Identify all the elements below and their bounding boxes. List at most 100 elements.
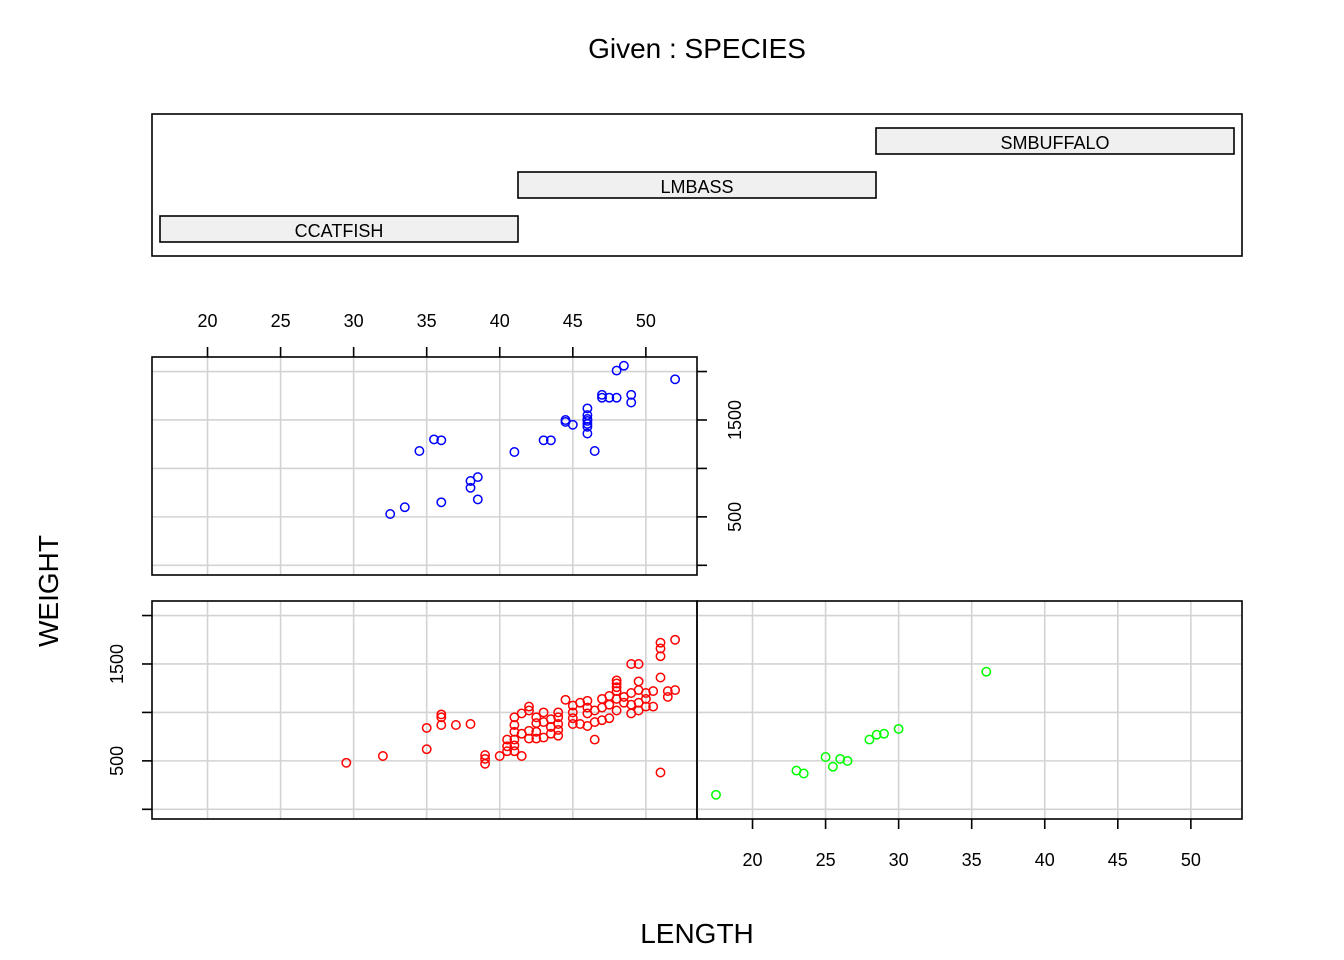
data-point-ccatfish: [553, 707, 564, 718]
data-point-ccatfish: [502, 734, 513, 745]
data-point-lmbass: [465, 482, 476, 493]
data-point-smbuffalo: [711, 789, 721, 800]
data-point-lmbass: [611, 392, 622, 403]
x-tick-label: 35: [417, 311, 437, 331]
data-point-ccatfish: [436, 709, 447, 720]
y-axis-title: WEIGHT: [33, 535, 64, 647]
panel-lmbass: 20 25 30 35 40 45 50 500 1500: [151, 311, 745, 576]
data-point-lmbass: [567, 419, 578, 430]
data-point-lmbass: [582, 410, 593, 421]
data-point-ccatfish: [465, 719, 476, 729]
x-tick-label: 35: [962, 850, 982, 870]
chart-title: Given : SPECIES: [588, 33, 806, 64]
data-point-lmbass: [465, 476, 476, 486]
data-point-lmbass: [509, 447, 520, 457]
data-point-ccatfish: [633, 676, 644, 687]
data-point-lmbass: [385, 509, 396, 519]
data-point-lmbass: [597, 392, 607, 403]
data-point-lmbass: [626, 389, 637, 400]
data-point-lmbass: [618, 360, 629, 371]
data-point-ccatfish: [450, 720, 461, 730]
panel-frame-lmbass: [151, 356, 698, 576]
data-point-ccatfish: [421, 744, 432, 755]
data-point-lmbass: [545, 435, 556, 446]
data-point-ccatfish: [509, 712, 520, 723]
data-point-smbuffalo: [827, 761, 838, 772]
data-point-ccatfish: [421, 722, 432, 733]
data-point-ccatfish: [662, 686, 673, 697]
data-point-ccatfish: [611, 705, 622, 716]
data-point-ccatfish: [611, 678, 622, 689]
data-point-smbuffalo: [871, 729, 882, 740]
data-point-lmbass: [582, 403, 593, 414]
data-point-ccatfish: [567, 713, 578, 724]
x-tick-label: 20: [743, 850, 763, 870]
data-point-ccatfish: [648, 701, 659, 712]
given-panel-frame: [151, 113, 1243, 257]
data-point-ccatfish: [560, 694, 571, 705]
data-point-lmbass: [436, 435, 447, 446]
data-point-ccatfish: [655, 767, 666, 778]
data-point-ccatfish: [436, 712, 447, 723]
data-point-lmbass: [611, 365, 622, 376]
data-point-smbuffalo: [879, 728, 889, 739]
panel-frame-smbuffalo: [696, 600, 1243, 820]
given-panel: SMBUFFALO LMBASS CCATFISH: [151, 113, 1243, 257]
data-point-ccatfish: [604, 699, 615, 710]
data-point-ccatfish: [589, 734, 600, 745]
data-point-ccatfish: [626, 659, 637, 669]
data-point-ccatfish: [670, 634, 681, 645]
data-point-smbuffalo: [820, 752, 831, 762]
x-tick-label: 45: [1108, 850, 1128, 870]
data-point-ccatfish: [655, 672, 666, 683]
panel-frame-ccatfish: [151, 600, 698, 820]
data-point-ccatfish: [567, 719, 578, 729]
data-point-lmbass: [560, 415, 571, 425]
panel-ccatfish: 500 1500: [107, 600, 698, 820]
data-point-smbuffalo: [981, 666, 992, 677]
data-point-ccatfish: [553, 730, 564, 741]
x-tick-label: 30: [889, 850, 909, 870]
data-point-ccatfish: [480, 753, 491, 764]
x-tick-label: 30: [344, 311, 364, 331]
x-tick-label: 25: [271, 311, 291, 331]
data-point-ccatfish: [480, 750, 491, 761]
data-point-smbuffalo: [842, 755, 853, 766]
data-point-ccatfish: [648, 686, 659, 697]
y-tick-label: 1500: [725, 400, 745, 440]
x-tick-label: 40: [1035, 850, 1055, 870]
data-point-ccatfish: [531, 733, 542, 744]
y-tick-label: 1500: [107, 644, 127, 684]
x-axis-title: LENGTH: [640, 918, 754, 949]
data-point-ccatfish: [582, 721, 593, 731]
data-point-ccatfish: [531, 718, 542, 729]
x-tick-label: 20: [198, 311, 218, 331]
data-point-ccatfish: [524, 701, 534, 712]
data-point-ccatfish: [502, 746, 513, 757]
data-point-ccatfish: [502, 741, 513, 752]
data-point-lmbass: [429, 434, 439, 445]
data-point-ccatfish: [640, 693, 651, 704]
data-point-lmbass: [414, 446, 425, 456]
data-point-ccatfish: [662, 691, 673, 702]
data-point-ccatfish: [604, 713, 615, 724]
data-point-lmbass: [604, 392, 615, 403]
x-tick-label: 40: [490, 311, 510, 331]
data-point-ccatfish: [516, 751, 527, 761]
data-point-ccatfish: [618, 691, 629, 702]
data-point-lmbass: [582, 414, 593, 424]
data-point-lmbass: [582, 428, 593, 439]
data-point-ccatfish: [567, 707, 578, 718]
x-tick-label: 50: [1181, 850, 1201, 870]
data-point-lmbass: [436, 497, 447, 508]
data-point-smbuffalo: [798, 768, 809, 779]
data-point-ccatfish: [538, 732, 549, 743]
data-point-ccatfish: [509, 740, 520, 751]
data-point-ccatfish: [494, 751, 505, 761]
data-point-smbuffalo: [893, 723, 904, 734]
data-point-ccatfish: [377, 751, 388, 761]
data-point-ccatfish: [655, 643, 666, 654]
y-tick-label: 500: [107, 746, 127, 776]
data-point-ccatfish: [553, 712, 564, 723]
